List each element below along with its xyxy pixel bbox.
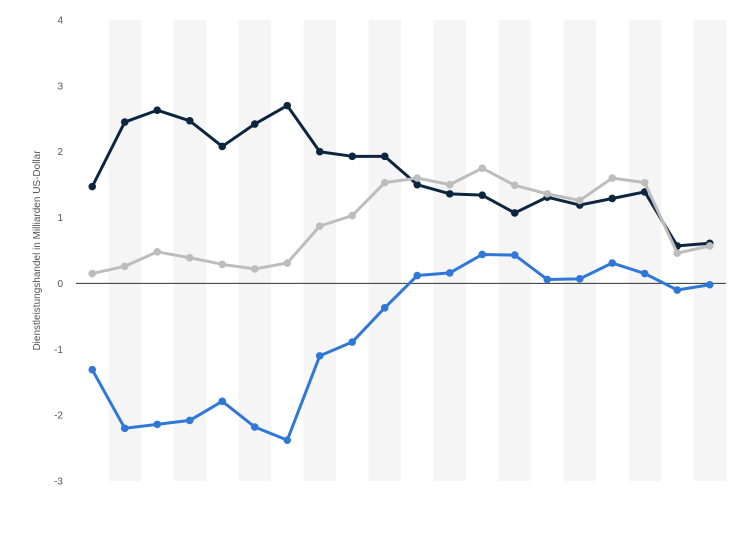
data-point[interactable] xyxy=(380,152,389,161)
data-point[interactable] xyxy=(413,271,422,280)
series-group xyxy=(88,101,714,444)
y-tick-label: -1 xyxy=(54,345,63,356)
series-3 xyxy=(88,250,714,444)
data-point[interactable] xyxy=(380,178,389,187)
data-point[interactable] xyxy=(88,365,97,374)
data-point[interactable] xyxy=(283,259,292,267)
data-point[interactable] xyxy=(478,164,487,172)
y-tick-label: 2 xyxy=(57,147,63,158)
data-point[interactable] xyxy=(315,222,324,230)
data-point[interactable] xyxy=(673,286,682,294)
data-point[interactable] xyxy=(120,424,129,433)
data-point[interactable] xyxy=(705,242,714,250)
y-tick-label: -3 xyxy=(54,477,63,488)
data-point[interactable] xyxy=(348,152,357,161)
data-point[interactable] xyxy=(153,420,162,429)
data-point[interactable] xyxy=(120,118,129,126)
series-line xyxy=(90,252,710,442)
data-point[interactable] xyxy=(510,209,519,217)
data-point[interactable] xyxy=(608,259,617,267)
data-point[interactable] xyxy=(543,275,552,284)
data-point[interactable] xyxy=(380,303,389,312)
data-point[interactable] xyxy=(250,120,259,128)
y-tick-label: 4 xyxy=(57,16,63,27)
column-band xyxy=(303,20,336,481)
data-point[interactable] xyxy=(283,101,292,110)
data-point[interactable] xyxy=(153,106,162,115)
series-1 xyxy=(88,101,714,250)
column-band xyxy=(173,20,206,481)
data-point[interactable] xyxy=(510,181,519,190)
data-point[interactable] xyxy=(413,180,422,189)
data-point[interactable] xyxy=(283,436,292,444)
data-point[interactable] xyxy=(445,269,454,277)
data-point[interactable] xyxy=(250,265,259,273)
data-point[interactable] xyxy=(315,147,324,156)
data-point[interactable] xyxy=(445,190,454,198)
series-2 xyxy=(88,164,714,278)
column-band xyxy=(693,20,726,481)
y-tick-label: -2 xyxy=(54,411,63,422)
data-point[interactable] xyxy=(445,180,454,189)
column-band xyxy=(433,20,466,481)
column-band xyxy=(628,20,661,481)
data-point[interactable] xyxy=(705,280,714,289)
y-tick-label: 0 xyxy=(57,279,63,290)
series-line xyxy=(90,104,710,248)
data-point[interactable] xyxy=(88,182,97,191)
column-bands xyxy=(108,20,726,481)
data-point[interactable] xyxy=(608,194,617,203)
data-point[interactable] xyxy=(120,262,129,271)
data-point[interactable] xyxy=(153,248,162,256)
data-point[interactable] xyxy=(478,191,487,199)
data-point[interactable] xyxy=(510,251,519,259)
series-line xyxy=(91,166,711,276)
data-point[interactable] xyxy=(88,269,97,278)
data-point[interactable] xyxy=(218,260,227,269)
y-axis-title: Dienstleistungshandel in Milliarden US-D… xyxy=(32,150,43,351)
data-point[interactable] xyxy=(478,250,487,259)
data-point[interactable] xyxy=(543,190,552,198)
data-point[interactable] xyxy=(575,275,584,283)
data-point[interactable] xyxy=(315,352,324,360)
data-point[interactable] xyxy=(250,423,259,431)
data-point[interactable] xyxy=(348,211,357,220)
column-band xyxy=(368,20,401,481)
y-axis-ticks: 4 3 2 1 0 -1 -2 -3 xyxy=(54,16,63,488)
data-point[interactable] xyxy=(640,269,649,278)
data-point[interactable] xyxy=(218,142,227,151)
data-point[interactable] xyxy=(608,174,617,182)
data-point[interactable] xyxy=(218,397,227,406)
data-point[interactable] xyxy=(185,416,194,425)
data-point[interactable] xyxy=(673,249,682,257)
column-band xyxy=(498,20,531,481)
data-point[interactable] xyxy=(348,338,357,346)
data-point[interactable] xyxy=(575,196,584,205)
data-point[interactable] xyxy=(185,253,194,262)
y-tick-label: 1 xyxy=(57,213,63,224)
data-point[interactable] xyxy=(413,174,422,182)
column-band xyxy=(108,20,141,481)
data-point[interactable] xyxy=(640,178,649,187)
column-band xyxy=(563,20,596,481)
data-point[interactable] xyxy=(185,116,194,125)
y-tick-label: 3 xyxy=(57,81,63,92)
column-band xyxy=(238,20,271,481)
